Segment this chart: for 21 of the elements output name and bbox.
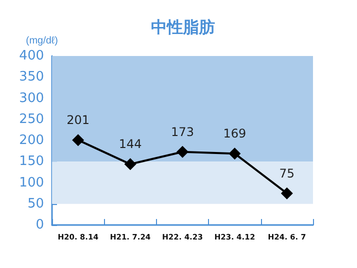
point (176, 146, 188, 158)
y-tick-label: 0 (36, 218, 44, 232)
y-tick-label: 200 (19, 133, 44, 148)
point (72, 134, 84, 146)
data-label: 75 (279, 166, 295, 180)
point (228, 148, 241, 160)
data-label: 144 (118, 137, 142, 152)
y-tick-label: 400 (19, 48, 44, 64)
data-label: 201 (66, 113, 90, 128)
chart-title: 中性脂肪 (151, 18, 215, 36)
y-axis-title: (mg/dℓ) (26, 36, 58, 46)
y-tick-label: 300 (19, 90, 44, 106)
y-tick-label: 150 (19, 154, 44, 170)
data-label: 173 (171, 124, 194, 139)
y-tick-label: 250 (19, 112, 44, 127)
point (124, 158, 136, 170)
point (280, 187, 293, 200)
data-label: 169 (223, 126, 246, 141)
y-tick-label: 50 (27, 196, 44, 212)
y-tick-label: 350 (19, 70, 44, 85)
y-tick-label: 100 (19, 175, 44, 190)
